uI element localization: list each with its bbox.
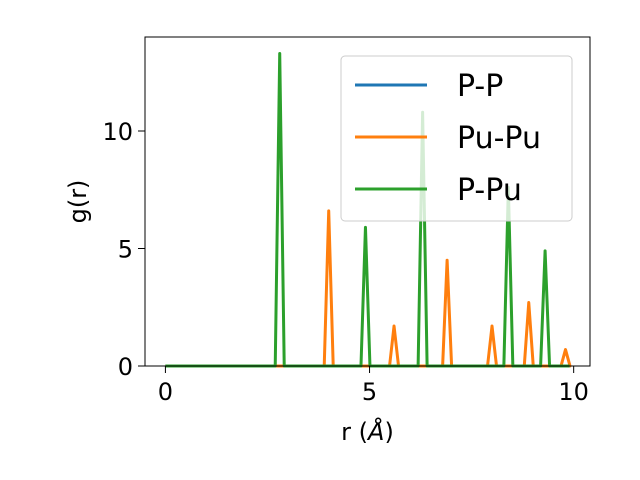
x-axis-label: r (Å) <box>341 417 394 446</box>
legend-label: Pu-Pu <box>457 121 541 156</box>
x-tick-label: 10 <box>558 378 589 406</box>
y-tick-label: 5 <box>118 236 133 264</box>
x-axis-ticks: 0 5 10 <box>158 366 589 406</box>
axes-frame <box>144 36 591 367</box>
legend-box <box>340 55 573 222</box>
legend-label: P-Pu <box>457 173 522 208</box>
y-tick-label: 0 <box>118 353 133 381</box>
x-tick-label: 5 <box>362 378 377 406</box>
legend-label: P-P <box>457 69 503 104</box>
y-axis-label: g(r) <box>64 180 92 224</box>
y-axis-ticks: 0 5 10 <box>102 118 145 381</box>
y-tick-label: 10 <box>102 118 133 146</box>
x-tick-label: 0 <box>158 378 173 406</box>
legend: P-P Pu-Pu P-Pu <box>340 55 573 222</box>
